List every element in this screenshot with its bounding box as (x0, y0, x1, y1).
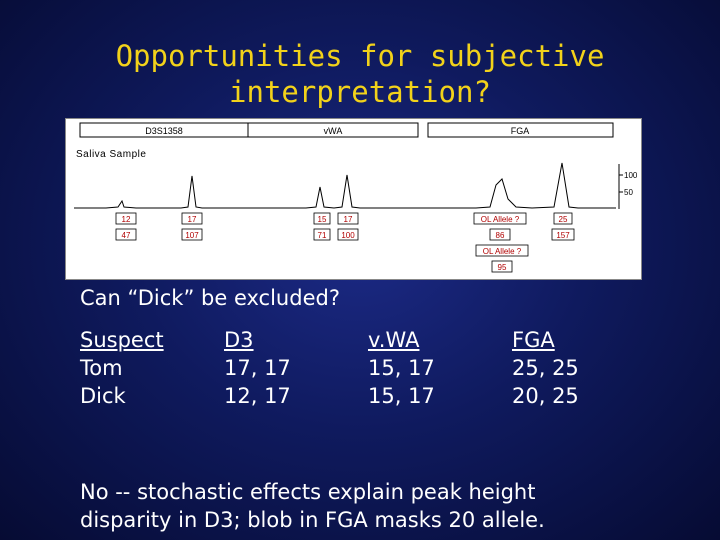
peak-height-box-3 (313, 228, 331, 241)
locus-box-vwa (247, 122, 419, 138)
trace-line (74, 162, 616, 209)
conclusion-line-2: disparity in D3; blob in FGA masks 20 al… (80, 508, 545, 532)
vwa-column: v.WA 15, 17 15, 17 (368, 326, 435, 410)
y-tick-label-100: 100 (624, 171, 638, 180)
d3-row-dick: 12, 17 (224, 384, 291, 408)
peak-height-label: 107 (185, 231, 199, 240)
peak-allele-label: 12 (122, 215, 131, 224)
slide-title: Opportunities for subjective interpretat… (0, 38, 720, 110)
suspect-row-tom: Tom (80, 356, 123, 380)
d3-row-tom: 17, 17 (224, 356, 291, 380)
fga-column: FGA 25, 25 20, 25 (512, 326, 579, 410)
peak-allele-label: 25 (559, 215, 568, 224)
peak-allele-label: 15 (318, 215, 327, 224)
peak-height-label: 95 (498, 263, 507, 272)
d3-column: D3 17, 17 12, 17 (224, 326, 291, 410)
peak-allele-label: 17 (344, 215, 353, 224)
vwa-row-dick: 15, 17 (368, 384, 435, 408)
title-line-1: Opportunities for subjective (115, 39, 605, 73)
peak-height-box-5 (489, 228, 511, 241)
sample-label: Saliva Sample (76, 149, 146, 160)
peak-height-box-2 (181, 228, 203, 241)
peak-allele-label: OL Allele ? (481, 215, 520, 224)
electropherogram-panel: D3S1358 vWA FGA Saliva Sample 100 50 12 … (65, 118, 642, 280)
suspect-column: Suspect Tom Dick (80, 326, 164, 410)
fga-header: FGA (512, 328, 555, 352)
peak-allele-box-6 (553, 212, 573, 225)
peak-height-label: 47 (122, 231, 131, 240)
vwa-row-tom: 15, 17 (368, 356, 435, 380)
peak-allele-box-5 (473, 212, 527, 225)
peak-allele-box-4 (337, 212, 359, 225)
peak-height-label: 71 (318, 231, 327, 240)
title-line-2: interpretation? (229, 75, 491, 109)
peak-allele-box-7 (475, 244, 529, 257)
peak-allele-box-3 (313, 212, 331, 225)
d3-header: D3 (224, 328, 254, 352)
peak-height-label: 86 (496, 231, 505, 240)
peak-allele-box-2 (181, 212, 203, 225)
suspect-header: Suspect (80, 328, 164, 352)
peak-height-box-1 (115, 228, 137, 241)
peak-height-box-4 (337, 228, 359, 241)
locus-label-vwa: vWA (324, 126, 343, 136)
y-tick-label-50: 50 (624, 188, 633, 197)
question-text: Can “Dick” be excluded? (80, 286, 340, 310)
peak-height-box-7 (491, 260, 513, 273)
electropherogram-plot: D3S1358 vWA FGA Saliva Sample 100 50 12 … (74, 122, 638, 273)
peak-height-label: 100 (341, 231, 355, 240)
conclusion-line-1: No -- stochastic effects explain peak he… (80, 480, 536, 504)
vwa-header: v.WA (368, 328, 420, 352)
suspect-row-dick: Dick (80, 384, 126, 408)
peak-allele-label: OL Allele ? (483, 247, 522, 256)
fga-row-dick: 20, 25 (512, 384, 579, 408)
locus-label-d3: D3S1358 (145, 126, 183, 136)
peak-allele-box-1 (115, 212, 137, 225)
fga-row-tom: 25, 25 (512, 356, 579, 380)
locus-label-fga: FGA (511, 126, 530, 136)
peak-allele-label: 17 (188, 215, 197, 224)
locus-box-fga (427, 122, 614, 138)
conclusion-text: No -- stochastic effects explain peak he… (80, 478, 700, 534)
peak-height-box-6 (551, 228, 575, 241)
peak-height-label: 157 (556, 231, 570, 240)
